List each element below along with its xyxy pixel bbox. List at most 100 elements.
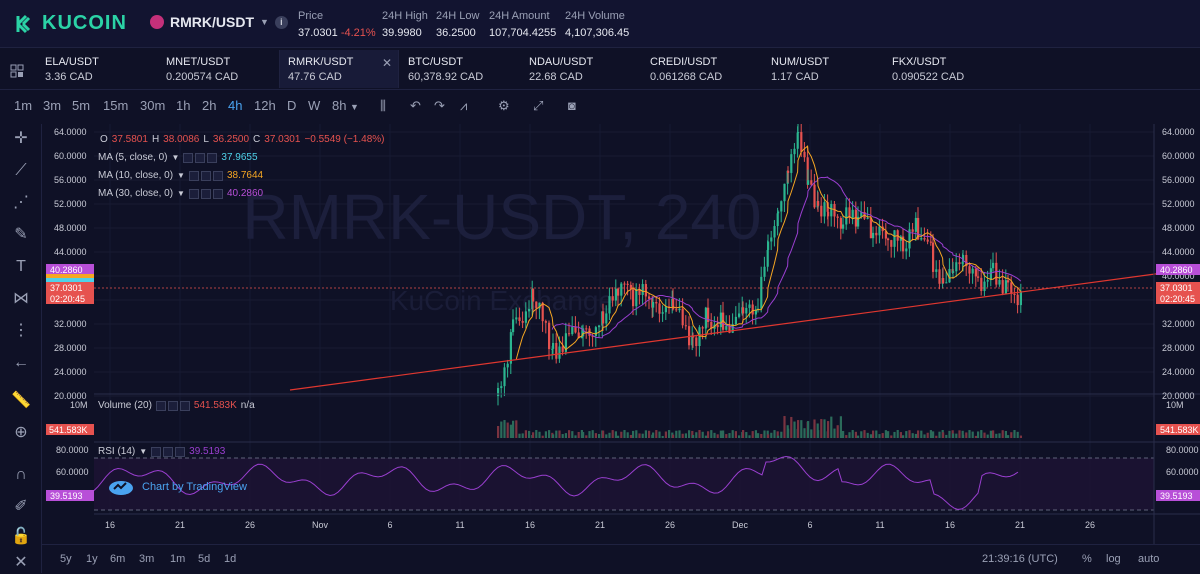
price-axis[interactable]: 64.0000 64.0000 60.0000 60.0000 56.0000 56.00… xyxy=(54,127,1195,401)
ma30-legend[interactable]: MA (30, close, 0) ▼ 40.2860 xyxy=(98,188,263,199)
clock[interactable]: 21:39:16 (UTC) xyxy=(982,553,1058,565)
ruler-icon[interactable]: 📏 xyxy=(11,392,31,409)
kucoin-logo[interactable]: KUCOIN xyxy=(14,12,127,35)
ticker-mnet[interactable]: MNET/USDT 0.200574 CAD xyxy=(158,56,278,83)
ma10-legend[interactable]: MA (10, close, 0) ▼ 38.7644 xyxy=(98,170,263,181)
chevron-down-icon[interactable]: ▼ xyxy=(177,171,185,180)
prediction-icon[interactable]: ⋮ xyxy=(13,322,29,339)
layout-grid-icon[interactable] xyxy=(10,64,24,78)
timeframe-2h[interactable]: 2h xyxy=(202,98,217,113)
timeframe-3m[interactable]: 3m xyxy=(43,98,62,113)
back-arrow-icon[interactable]: ← xyxy=(13,354,29,371)
settings-gear-icon[interactable]: ⚙ xyxy=(498,98,510,113)
volume-bar xyxy=(952,433,955,438)
trendline-icon[interactable]: ⟋ xyxy=(15,162,27,179)
price-chart[interactable]: RMRK-USDT, 240 KuCoin Exchange 64.000064… xyxy=(42,124,1200,544)
crosshair-icon[interactable]: ✛ xyxy=(14,130,28,147)
close-tab-icon[interactable]: ✕ xyxy=(381,56,392,70)
chevron-down-icon[interactable]: ▼ xyxy=(139,447,148,456)
brush-icon[interactable]: ✎ xyxy=(14,226,28,243)
rsi-legend[interactable]: RSI (14) ▼ 39.5193 xyxy=(98,446,225,457)
ticker-rmrk[interactable]: RMRK/USDT 47.76 CAD ✕ xyxy=(279,50,399,88)
range-5d[interactable]: 5d xyxy=(198,553,211,565)
timeframe-1h[interactable]: 1h xyxy=(176,98,191,113)
volume-bar xyxy=(917,430,920,438)
ma5-legend[interactable]: MA (5, close, 0) ▼ 37.9655 xyxy=(98,152,258,163)
range-1y[interactable]: 1y xyxy=(86,553,98,565)
volume-bar xyxy=(902,435,905,438)
date-tick: Dec xyxy=(732,520,749,530)
candle-type-icon[interactable]: ⫼ xyxy=(380,98,386,113)
candle-body xyxy=(800,132,803,152)
timeframe-30m[interactable]: 30m xyxy=(140,98,166,113)
legend-controls[interactable] xyxy=(183,152,218,163)
text-tool-icon[interactable]: T xyxy=(16,258,26,275)
candle-body xyxy=(632,289,635,307)
lock-icon[interactable]: 🔓 xyxy=(11,528,31,545)
tradingview-badge[interactable]: Chart by TradingView xyxy=(108,478,247,496)
auto-toggle[interactable]: auto xyxy=(1138,553,1160,565)
info-icon[interactable]: i xyxy=(274,15,288,29)
indicators-icon[interactable]: ⩘ xyxy=(460,98,468,113)
timeframe-w[interactable]: W xyxy=(308,98,321,113)
ticker-ela[interactable]: ELA/USDT 3.36 CAD xyxy=(37,56,157,83)
volume-bar xyxy=(878,434,881,438)
pair-selector[interactable]: RMRK/USDT ▼ i xyxy=(150,14,288,30)
undo-icon[interactable]: ↶ xyxy=(410,98,421,113)
legend-controls[interactable] xyxy=(188,170,223,181)
chevron-down-icon[interactable]: ▼ xyxy=(177,189,185,198)
chevron-down-icon[interactable]: ▼ xyxy=(171,153,180,162)
lock-drawing-icon[interactable]: ✐ xyxy=(14,498,28,515)
magnet-icon[interactable]: ∩ xyxy=(15,466,27,483)
timeframe-5m[interactable]: 5m xyxy=(72,98,91,113)
ticker-btc[interactable]: BTC/USDT 60,378.92 CAD xyxy=(400,56,520,83)
chevron-down-icon[interactable]: ▼ xyxy=(350,102,359,112)
delete-icon[interactable]: ✕ xyxy=(14,554,28,571)
timeframe-4h[interactable]: 4h xyxy=(228,98,243,113)
redo-icon[interactable]: ↷ xyxy=(434,98,445,113)
volume-bar xyxy=(658,431,661,438)
timeframe-d[interactable]: D xyxy=(287,98,297,113)
volume-bar xyxy=(833,428,836,438)
fullscreen-icon[interactable]: ⤢ xyxy=(533,98,544,113)
timeframe-1m[interactable]: 1m xyxy=(14,98,33,113)
candle-body xyxy=(535,301,538,309)
date-axis[interactable]: 16 21 26 Nov 6 11 16 21 26 Dec 6 11 16 21 26 xyxy=(105,520,1095,530)
legend-controls[interactable] xyxy=(188,188,223,199)
ticker-fkx[interactable]: FKX/USDT 0.090522 CAD xyxy=(884,56,1004,83)
volume-tag xyxy=(1156,424,1200,435)
percent-toggle[interactable]: % xyxy=(1082,553,1092,565)
timeframe-12h[interactable]: 12h xyxy=(254,98,276,113)
ticker-credi[interactable]: CREDI/USDT 0.061268 CAD xyxy=(642,56,762,83)
timeframe-15m[interactable]: 15m xyxy=(103,98,129,113)
candle-body xyxy=(577,332,580,339)
candle-body xyxy=(629,284,632,290)
candle-body xyxy=(635,288,638,307)
chart-area[interactable]: RMRK-USDT, 240 KuCoin Exchange 64.0000 64… xyxy=(42,124,1200,544)
pattern-icon[interactable]: ⋈ xyxy=(13,290,29,307)
range-5y[interactable]: 5y xyxy=(60,553,72,565)
range-6m[interactable]: 6m xyxy=(110,553,126,565)
camera-icon[interactable]: ◙ xyxy=(568,98,576,113)
ma30-left-tag-text: 40.2860 xyxy=(50,265,83,275)
price-tick-left: 48.0000 xyxy=(54,223,87,233)
range-1m[interactable]: 1m xyxy=(170,553,186,565)
log-toggle[interactable]: log xyxy=(1106,553,1121,565)
ticker-num[interactable]: NUM/USDT 1.17 CAD xyxy=(763,56,883,83)
stat-price-change: -4.21% xyxy=(340,27,376,39)
candle-body xyxy=(935,269,938,272)
candle-body xyxy=(728,326,731,333)
volume-bar xyxy=(580,430,583,438)
candle-body xyxy=(698,327,701,347)
fib-tool-icon[interactable]: ⋰ xyxy=(13,194,29,211)
range-1d[interactable]: 1d xyxy=(224,553,237,565)
zoom-in-icon[interactable]: ⊕ xyxy=(14,424,28,441)
legend-controls[interactable] xyxy=(155,400,190,411)
legend-controls[interactable] xyxy=(151,446,186,457)
candle-body xyxy=(1007,280,1010,283)
candle-body xyxy=(1001,280,1004,294)
timeframe-8h[interactable]: 8h xyxy=(332,98,347,113)
range-3m[interactable]: 3m xyxy=(139,553,155,565)
ticker-ndau[interactable]: NDAU/USDT 22.68 CAD xyxy=(521,56,641,83)
volume-legend[interactable]: Volume (20) 541.583K n/a xyxy=(98,400,255,411)
